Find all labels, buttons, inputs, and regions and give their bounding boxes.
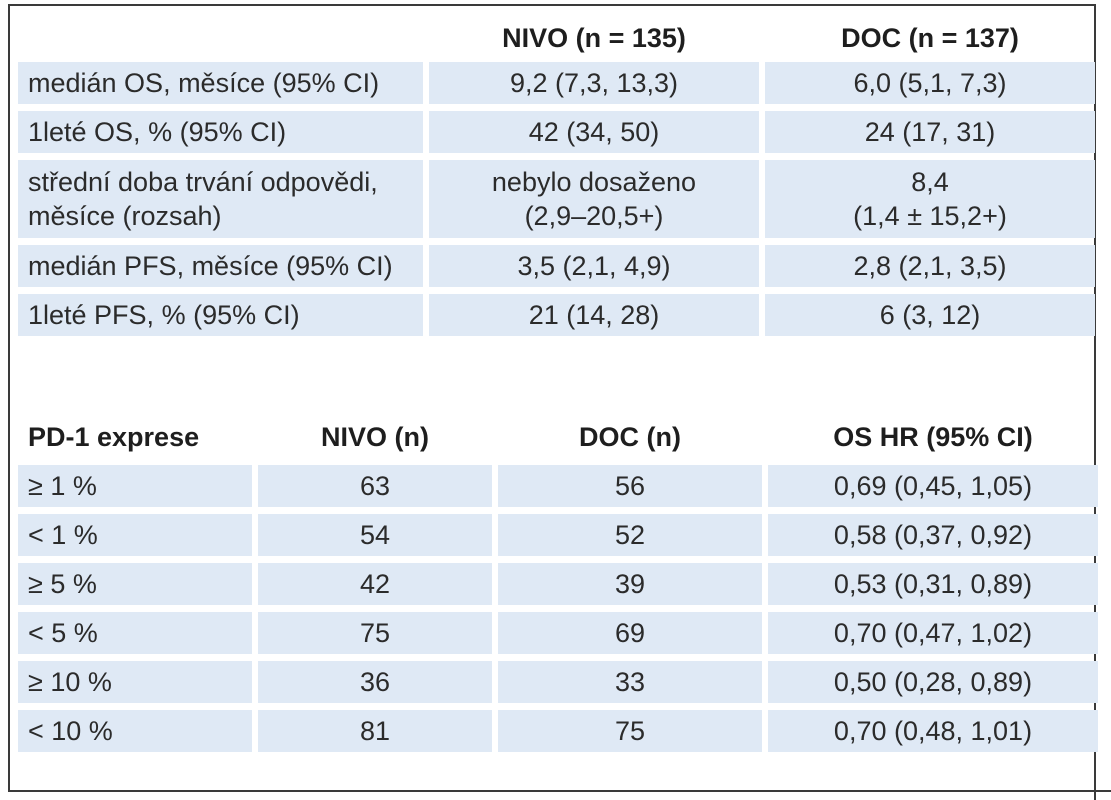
row-label-line1: střední doba trvání odpovědi,	[28, 167, 378, 197]
hr-cell: 0,53 (0,31, 0,89)	[768, 563, 1098, 605]
table-row: ≥ 10 % 36 33 0,50 (0,28, 0,89)	[18, 661, 1098, 703]
table-row: 1leté OS, % (95% CI) 42 (34, 50) 24 (17,…	[18, 111, 1095, 153]
doc-value: 24 (17, 31)	[765, 111, 1095, 153]
hr-cell: 0,58 (0,37, 0,92)	[768, 514, 1098, 556]
pd1-expression-table: PD-1 exprese NIVO (n) DOC (n) OS HR (95%…	[18, 409, 1098, 759]
pd1-header-expr: PD-1 exprese	[28, 422, 200, 452]
table-row: < 10 % 81 75 0,70 (0,48, 1,01)	[18, 710, 1098, 752]
table-row: medián OS, měsíce (95% CI) 9,2 (7,3, 13,…	[18, 62, 1095, 104]
hr-cell: 0,70 (0,48, 1,01)	[768, 710, 1098, 752]
expr-cell: ≥ 10 %	[18, 661, 252, 703]
table-row: < 1 % 54 52 0,58 (0,37, 0,92)	[18, 514, 1098, 556]
outcomes-header-doc: DOC (n = 137)	[841, 23, 1019, 53]
pd1-header-hr: OS HR (95% CI)	[833, 422, 1033, 452]
nivo-value-line2: (2,9–20,5+)	[524, 201, 664, 231]
row-label-line2: měsíce (rozsah)	[28, 201, 222, 231]
expr-cell: < 1 %	[18, 514, 252, 556]
row-label: medián OS, měsíce (95% CI)	[18, 62, 423, 104]
nivo-value: 42 (34, 50)	[429, 111, 759, 153]
nivo-value: nebylo dosaženo (2,9–20,5+)	[429, 160, 759, 238]
doc-value-line1: 8,4	[911, 167, 949, 197]
expr-cell: ≥ 1 %	[18, 465, 252, 507]
doc-cell: 75	[498, 710, 762, 752]
nivo-cell: 75	[258, 612, 492, 654]
doc-value-line2: (1,4 ± 15,2+)	[853, 201, 1007, 231]
nivo-cell: 54	[258, 514, 492, 556]
row-label: střední doba trvání odpovědi, měsíce (ro…	[18, 160, 423, 238]
expr-cell: < 10 %	[18, 710, 252, 752]
table-row: ≥ 5 % 42 39 0,53 (0,31, 0,89)	[18, 563, 1098, 605]
nivo-value: 9,2 (7,3, 13,3)	[429, 62, 759, 104]
nivo-value: 21 (14, 28)	[429, 294, 759, 336]
table-row: 1leté PFS, % (95% CI) 21 (14, 28) 6 (3, …	[18, 294, 1095, 336]
outcomes-header-label	[18, 21, 423, 55]
hr-cell: 0,69 (0,45, 1,05)	[768, 465, 1098, 507]
hr-cell: 0,50 (0,28, 0,89)	[768, 661, 1098, 703]
table-row: medián PFS, měsíce (95% CI) 3,5 (2,1, 4,…	[18, 245, 1095, 287]
hr-cell: 0,70 (0,47, 1,02)	[768, 612, 1098, 654]
pd1-header-row: PD-1 exprese NIVO (n) DOC (n) OS HR (95%…	[18, 416, 1098, 458]
nivo-cell: 36	[258, 661, 492, 703]
pd1-header-doc: DOC (n)	[579, 422, 681, 452]
doc-cell: 39	[498, 563, 762, 605]
nivo-cell: 63	[258, 465, 492, 507]
outcomes-table: NIVO (n = 135) DOC (n = 137) medián OS, …	[18, 14, 1095, 343]
pd1-header-nivo: NIVO (n)	[321, 422, 429, 452]
nivo-value: 3,5 (2,1, 4,9)	[429, 245, 759, 287]
doc-cell: 56	[498, 465, 762, 507]
corner-tick	[1094, 790, 1096, 800]
nivo-value-line1: nebylo dosaženo	[491, 167, 697, 197]
outcomes-header-row: NIVO (n = 135) DOC (n = 137)	[18, 21, 1095, 55]
table-row: < 5 % 75 69 0,70 (0,47, 1,02)	[18, 612, 1098, 654]
outcomes-header-nivo: NIVO (n = 135)	[502, 23, 686, 53]
doc-cell: 52	[498, 514, 762, 556]
table-row: střední doba trvání odpovědi, měsíce (ro…	[18, 160, 1095, 238]
nivo-cell: 42	[258, 563, 492, 605]
row-label: 1leté OS, % (95% CI)	[18, 111, 423, 153]
expr-cell: ≥ 5 %	[18, 563, 252, 605]
row-label: medián PFS, měsíce (95% CI)	[18, 245, 423, 287]
row-label: 1leté PFS, % (95% CI)	[18, 294, 423, 336]
table-row: ≥ 1 % 63 56 0,69 (0,45, 1,05)	[18, 465, 1098, 507]
doc-value: 6,0 (5,1, 7,3)	[765, 62, 1095, 104]
doc-value: 8,4 (1,4 ± 15,2+)	[765, 160, 1095, 238]
bottom-rule	[8, 790, 1111, 792]
doc-cell: 69	[498, 612, 762, 654]
doc-cell: 33	[498, 661, 762, 703]
expr-cell: < 5 %	[18, 612, 252, 654]
doc-value: 2,8 (2,1, 3,5)	[765, 245, 1095, 287]
nivo-cell: 81	[258, 710, 492, 752]
doc-value: 6 (3, 12)	[765, 294, 1095, 336]
